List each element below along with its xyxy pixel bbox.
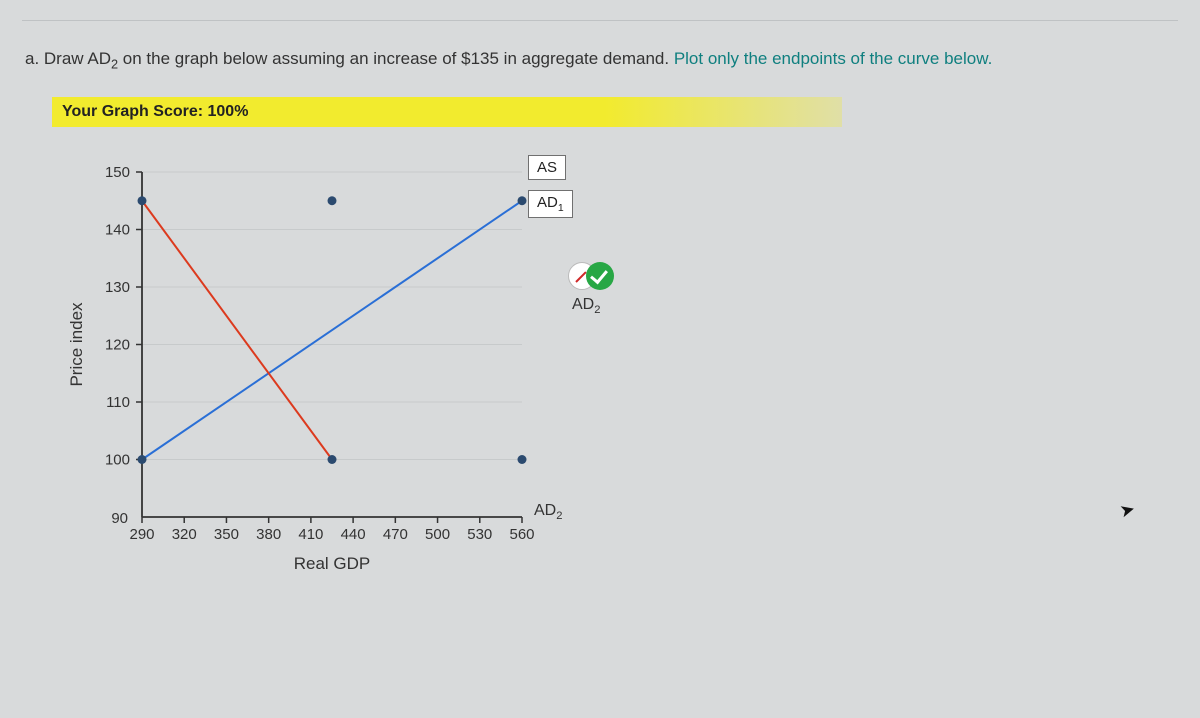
divider-top bbox=[22, 20, 1178, 21]
ad2-endpoint-label: AD2 bbox=[534, 502, 562, 522]
question-amount: $135 bbox=[461, 49, 499, 68]
ad2-tool-label: AD2 bbox=[572, 296, 600, 316]
ad2-tool-indicator[interactable] bbox=[568, 262, 614, 290]
svg-text:470: 470 bbox=[383, 526, 408, 543]
question-text: a. Draw AD2 on the graph below assuming … bbox=[22, 49, 1178, 71]
ad2-end-sub: 2 bbox=[556, 511, 562, 523]
legend-as[interactable]: AS bbox=[528, 155, 566, 180]
chart-svg[interactable]: 1001101201301401502903203503804104404705… bbox=[52, 152, 692, 672]
question-hint: Plot only the endpoints of the curve bel… bbox=[674, 49, 992, 68]
svg-text:500: 500 bbox=[425, 526, 450, 543]
score-label: Your Graph Score: 100% bbox=[62, 103, 248, 120]
ad2-end-base: AD bbox=[534, 502, 556, 519]
svg-text:Real GDP: Real GDP bbox=[294, 554, 371, 573]
svg-text:Price index: Price index bbox=[67, 302, 86, 387]
score-banner: Your Graph Score: 100% bbox=[52, 97, 842, 127]
svg-text:100: 100 bbox=[105, 452, 130, 469]
question-prefix-sub: 2 bbox=[111, 56, 118, 71]
svg-text:130: 130 bbox=[105, 279, 130, 296]
question-mid: on the graph below assuming an increase … bbox=[118, 49, 461, 68]
legend-ad1-sub: 1 bbox=[558, 202, 564, 214]
svg-text:140: 140 bbox=[105, 222, 130, 239]
svg-text:110: 110 bbox=[106, 394, 130, 411]
svg-text:440: 440 bbox=[341, 526, 366, 543]
legend-as-label: AS bbox=[537, 159, 557, 176]
svg-text:150: 150 bbox=[105, 164, 130, 181]
legend-ad1-base: AD bbox=[537, 194, 558, 211]
svg-text:90: 90 bbox=[111, 510, 128, 527]
svg-text:380: 380 bbox=[256, 526, 281, 543]
svg-text:530: 530 bbox=[467, 526, 492, 543]
question-prefix: a. Draw AD bbox=[25, 49, 111, 68]
svg-text:120: 120 bbox=[105, 337, 130, 354]
svg-text:350: 350 bbox=[214, 526, 239, 543]
svg-text:410: 410 bbox=[298, 526, 323, 543]
chart-container[interactable]: 1001101201301401502903203503804104404705… bbox=[52, 152, 692, 672]
ad2-tool-base: AD bbox=[572, 296, 594, 313]
svg-text:560: 560 bbox=[509, 526, 534, 543]
ad2-tool-sub: 2 bbox=[594, 305, 600, 317]
question-mid2: in aggregate demand. bbox=[499, 49, 674, 68]
check-icon bbox=[586, 262, 614, 290]
legend-ad1[interactable]: AD1 bbox=[528, 190, 573, 218]
svg-text:290: 290 bbox=[129, 526, 154, 543]
svg-text:320: 320 bbox=[172, 526, 197, 543]
